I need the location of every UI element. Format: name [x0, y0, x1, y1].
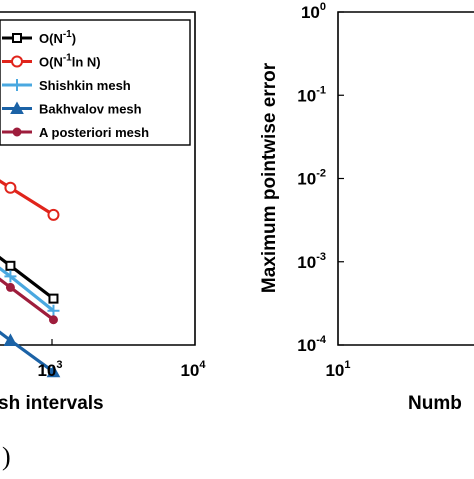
right-y-axis-label: Maximum pointwise error	[259, 62, 280, 293]
legend-label-2: Shishkin mesh	[39, 78, 131, 93]
legend-marker-1	[11, 55, 23, 68]
left-series-0-point-2	[48, 293, 59, 304]
right-x-ticks: 101	[325, 359, 350, 380]
legend-marker-2	[11, 79, 23, 91]
legend-label-3: Bakhvalov mesh	[39, 102, 142, 117]
legend-label-4: A posteriori mesh	[39, 125, 149, 140]
left-x-ticks: 103 104	[37, 339, 206, 380]
left-series-4-point-1	[5, 282, 15, 292]
right-x-axis-label: Numb	[408, 393, 462, 414]
left-series-2-point-2	[47, 304, 60, 317]
right-x-tick-label-0: 101	[325, 359, 350, 380]
left-series-group	[0, 179, 61, 378]
right-y-ticks: 100 10-1 10-2 10-3 10-4	[297, 1, 344, 355]
legend-label-1: O(N-1ln N)	[39, 53, 101, 70]
right-axes-box	[337, 11, 474, 346]
left-x-tick-label-0: 103	[37, 359, 62, 380]
left-x-tick-label-1: 104	[180, 359, 206, 380]
legend-marker-0	[12, 33, 22, 43]
legend-label-0: O(N-1)	[39, 29, 76, 46]
left-x-axis-label: sh intervals	[0, 393, 104, 414]
left-series-4-point-2	[48, 315, 58, 325]
panel-tag: )	[2, 442, 11, 471]
left-legend: O(N-1) O(N-1ln N) Shishkin mesh Bakhvalov m…	[0, 19, 191, 146]
legend-marker-4	[12, 127, 22, 137]
left-series-2-point-1	[4, 270, 17, 283]
left-axes-box	[0, 11, 196, 346]
legend-marker-3	[10, 101, 24, 114]
left-series-3-point-1	[3, 333, 18, 346]
right-y-tick-label-1: 10-1	[297, 84, 326, 105]
right-y-tick-label-0: 100	[301, 1, 326, 22]
right-y-tick-label-3: 10-3	[297, 251, 326, 272]
left-series-1-point-1	[4, 181, 17, 194]
left-series-1-point-2	[47, 208, 60, 221]
right-chart: 100 10-1 10-2 10-3 10-4 101 Maximum pointwis…	[259, 1, 474, 414]
left-chart: 103 104 sh intervals O(N-1) O(N-1ln N) Shis…	[0, 11, 206, 414]
left-series-0-point-1	[5, 260, 16, 271]
right-y-tick-label-4: 10-4	[297, 334, 327, 355]
right-y-tick-label-2: 10-2	[297, 168, 326, 189]
legend-box	[0, 19, 191, 146]
left-series-3-point-2	[46, 364, 61, 378]
